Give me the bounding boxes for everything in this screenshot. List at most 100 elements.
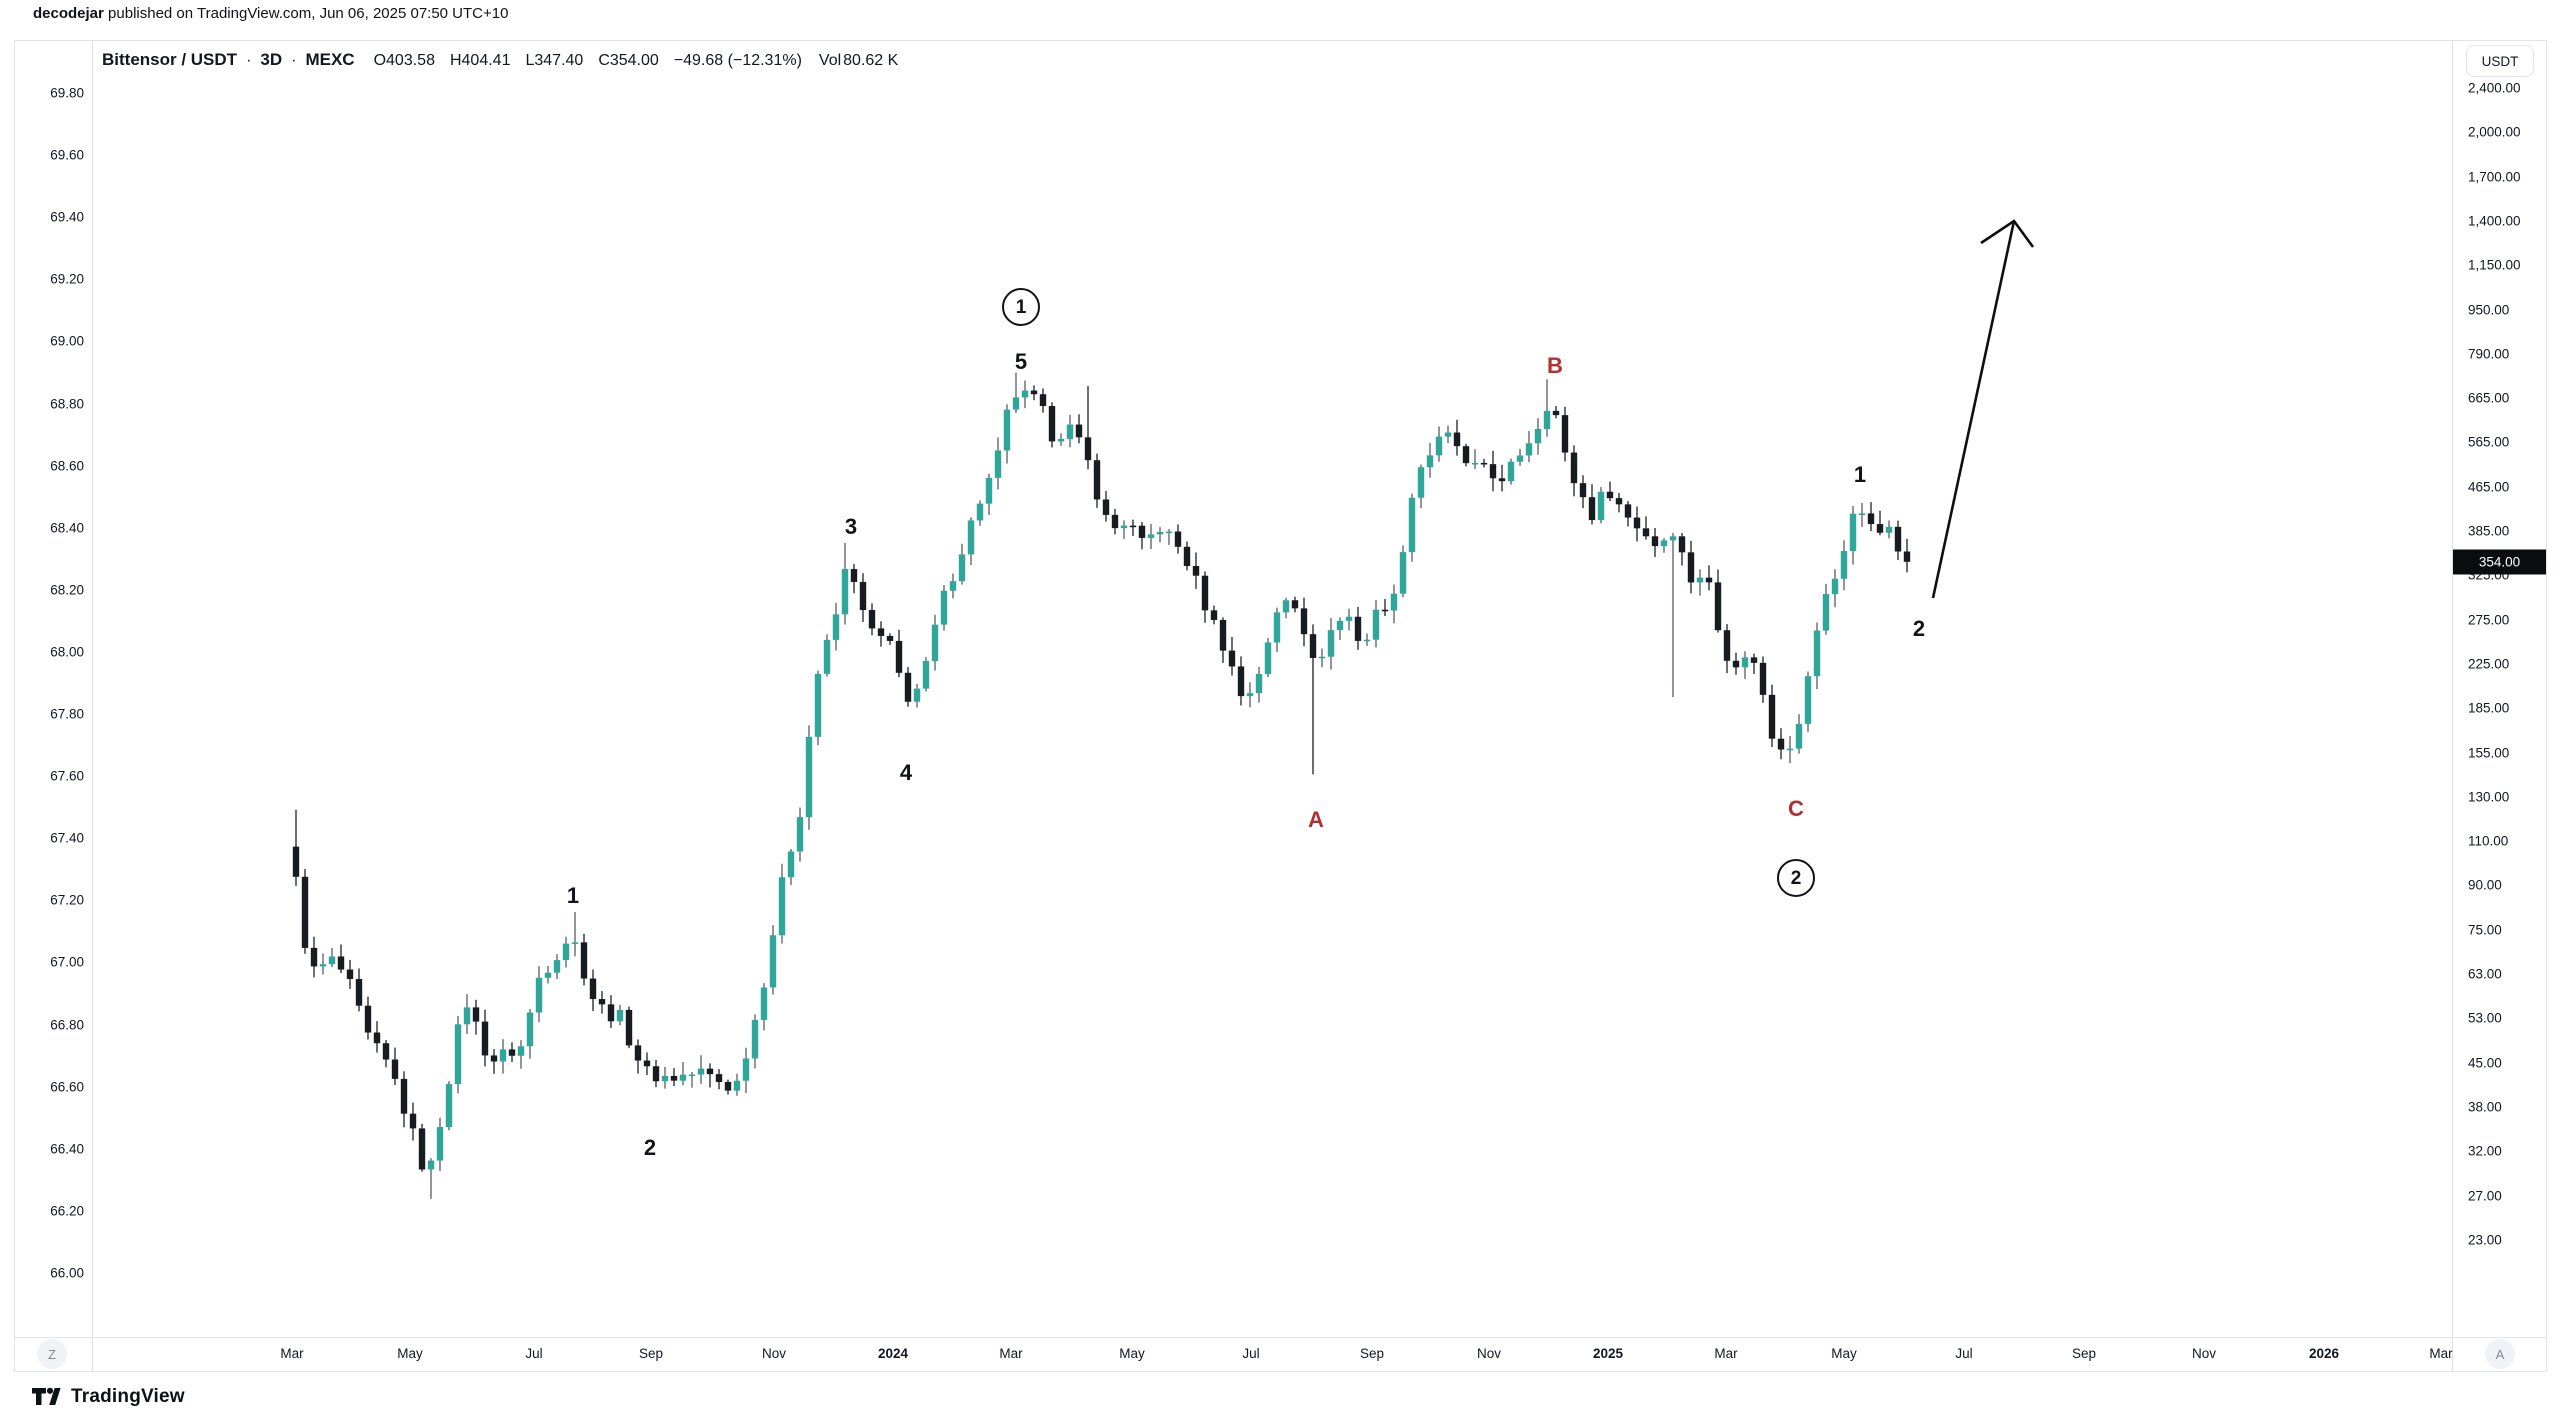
candle [1849,505,1857,565]
right-axis-tick: 790.00 [2468,346,2510,362]
candle [733,1073,741,1096]
right-axis-tick: 45.00 [2468,1055,2502,1071]
time-axis-tick: Mar [280,1346,304,1361]
candle [1282,597,1290,619]
candle [931,614,939,671]
right-price-axis[interactable]: 2,400.00 2,000.00 1,700.00 1,400.00 1,150.00… [2452,40,2546,1337]
candle [517,1040,525,1069]
candle [319,953,327,975]
candle [1876,510,1884,536]
candle [895,629,903,678]
left-axis-tick: 67.60 [50,768,84,784]
currency-toggle-button[interactable]: USDT [2466,45,2534,77]
candle [427,1158,435,1199]
right-axis-tick: 225.00 [2468,656,2510,672]
candle [1129,519,1137,537]
left-axis-tick: 68.80 [50,396,84,411]
candle [337,944,345,974]
candle [400,1071,408,1128]
candle [1642,516,1650,540]
candle [1840,540,1848,591]
right-axis-tick: 665.00 [2468,390,2510,406]
tradingview-logo-text: TradingView [71,1386,185,1407]
candle [913,683,921,708]
candle [1084,386,1092,470]
right-axis-tick: 23.00 [2468,1232,2502,1248]
candle [769,925,777,995]
candle [373,1021,381,1053]
candle [1219,617,1227,663]
exchange-label: MEXC [305,50,355,69]
candle [976,500,984,526]
time-axis-tick: Sep [2071,1346,2097,1361]
left-axis-tick: 67.00 [50,954,84,970]
candle [1723,624,1731,674]
candle [1579,475,1587,509]
candle [697,1055,705,1084]
time-axis[interactable]: Mar May Jul Sep Nov 2024 Mar May Jul Sep Nov 2025 Ma… [92,1337,2452,1371]
candle [787,849,795,885]
projection-arrow-line[interactable] [1931,220,2016,599]
right-axis-tick: 90.00 [2468,877,2502,893]
candle [463,994,471,1034]
time-axis-tick: 2024 [877,1346,909,1361]
candle [607,995,615,1028]
candle [643,1052,651,1076]
left-axis-tick: 69.40 [50,209,84,225]
candle [1003,404,1011,464]
candle [436,1117,444,1172]
candle [1120,520,1128,539]
candle [1903,538,1911,573]
candle [1525,431,1533,463]
candle [1363,633,1371,646]
candle [1543,379,1551,437]
candle [1255,666,1263,703]
right-axis-tick: 75.00 [2468,922,2502,938]
interval-label[interactable]: 3D [260,50,283,69]
candle [1552,405,1560,419]
candle [1417,464,1425,509]
candle [1777,728,1785,760]
candle [346,960,354,989]
candle [1507,458,1515,485]
candle [1831,569,1839,608]
candle [1444,425,1452,444]
candle [1246,682,1254,708]
candle [1228,637,1236,676]
tradingview-logo[interactable]: TradingView [32,1384,185,1410]
candle [328,948,336,968]
left-price-axis[interactable]: 69.80 69.60 69.40 69.20 69.00 68.80 68.60 68.40… [14,40,92,1337]
candle [580,933,588,986]
candle [1147,524,1155,549]
candle [1561,406,1569,462]
candle [1012,372,1020,414]
timezone-button[interactable]: Z [37,1339,67,1369]
candle [823,634,831,677]
left-axis-tick: 68.60 [50,458,84,474]
symbol-name[interactable]: Bittensor / USDT [102,50,238,69]
auto-scale-button[interactable]: A [2485,1339,2515,1369]
candle [499,1039,507,1074]
candle [1534,418,1542,455]
candle [940,585,948,631]
candle [1300,597,1308,647]
candle [571,912,579,957]
candle [1624,501,1632,527]
time-axis-tick: Sep [638,1346,664,1361]
candle [1192,552,1200,589]
candle [814,670,822,746]
time-axis-tick: Jul [1242,1346,1260,1361]
left-axis-tick: 68.40 [50,520,84,536]
candle [1075,414,1083,444]
candle [1498,464,1506,492]
ohlc-value-O: O403.58 [373,52,435,69]
candle [1453,419,1461,456]
frame-border-left [14,40,15,1371]
candle [535,966,543,1023]
ohlc-value-H: H404.41 [449,52,511,69]
candle [481,1009,489,1067]
right-axis-tick: 1,400.00 [2468,213,2521,229]
separator-dot: · [246,52,252,69]
candle [958,543,966,585]
